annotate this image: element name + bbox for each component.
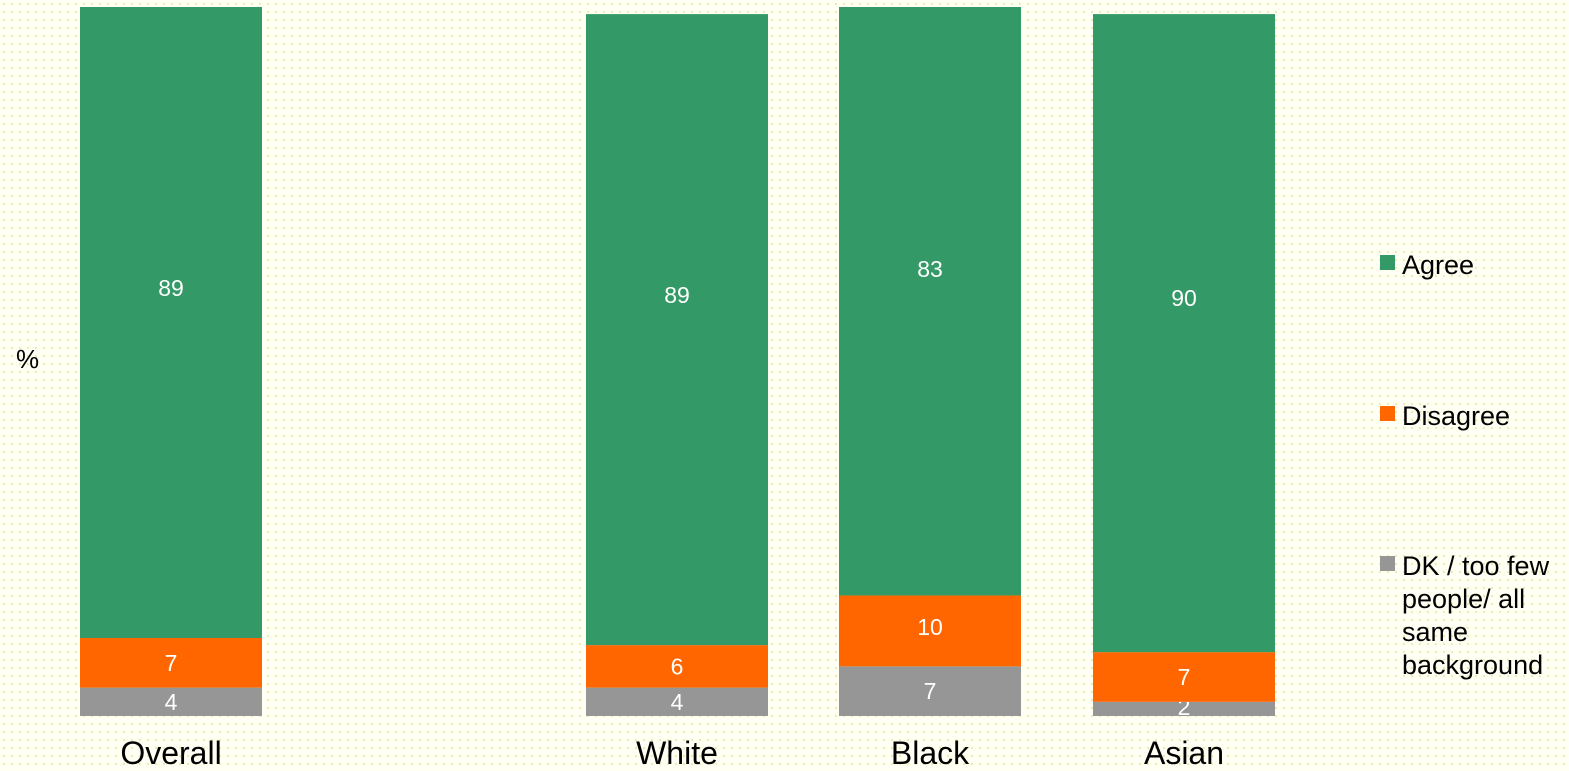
category-label-white: White: [636, 735, 718, 771]
bar-asian-dk: [1093, 701, 1275, 716]
y-unit-label: %: [16, 344, 39, 374]
bar-overall-dk: [80, 687, 262, 716]
data-label-overall-dk: 4: [165, 689, 178, 715]
category-label-overall: Overall: [120, 735, 221, 771]
legend-label-dk: DK / too few people/ all same background: [1402, 551, 1550, 680]
data-label-overall-agree: 89: [158, 275, 184, 301]
category-label-asian: Asian: [1144, 735, 1224, 771]
data-label-white-disagree: 6: [671, 653, 684, 679]
data-label-white-dk: 4: [671, 689, 684, 715]
data-label-black-agree: 83: [917, 256, 943, 282]
legend-label-agree: Agree: [1402, 250, 1474, 280]
legend-swatch-dk: [1380, 556, 1395, 571]
data-label-asian-agree: 90: [1171, 285, 1197, 311]
data-label-black-dk: 7: [924, 678, 937, 704]
bar-overall-disagree: [80, 638, 262, 688]
data-label-white-agree: 89: [664, 282, 690, 308]
bar-asian-disagree: [1093, 652, 1275, 702]
legend-swatch-agree: [1380, 255, 1395, 270]
bar-white-agree: [586, 14, 768, 646]
bar-overall-agree: [80, 7, 262, 639]
bar-asian-agree: [1093, 14, 1275, 653]
legend-label-disagree: Disagree: [1402, 401, 1510, 431]
data-label-overall-disagree: 7: [165, 650, 178, 676]
legend-swatch-disagree: [1380, 406, 1395, 421]
bar-black-disagree: [839, 595, 1021, 667]
category-label-black: Black: [891, 735, 970, 771]
legend: Agree Disagree DK / too few people/ all same…: [1380, 250, 1550, 680]
bar-white-disagree: [586, 645, 768, 688]
data-label-black-disagree: 10: [917, 614, 943, 640]
data-label-asian-disagree: 7: [1178, 664, 1191, 690]
bar-white-dk: [586, 687, 768, 716]
bar-black-agree: [839, 7, 1021, 596]
bar-black-dk: [839, 666, 1021, 716]
